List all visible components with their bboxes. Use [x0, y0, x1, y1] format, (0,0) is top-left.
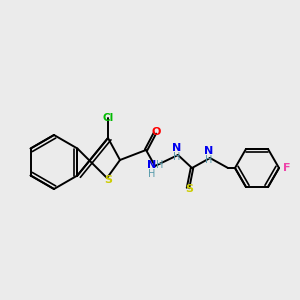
Text: S: S — [185, 184, 193, 194]
Text: Cl: Cl — [102, 113, 114, 123]
Text: H: H — [156, 160, 164, 170]
Text: N: N — [204, 146, 214, 156]
Text: F: F — [283, 163, 290, 173]
Text: H: H — [205, 155, 213, 165]
Text: H: H — [173, 152, 181, 162]
Text: O: O — [151, 127, 161, 137]
Text: N: N — [172, 143, 182, 153]
Text: N: N — [147, 160, 157, 170]
Text: H: H — [148, 169, 156, 179]
Text: S: S — [104, 175, 112, 185]
